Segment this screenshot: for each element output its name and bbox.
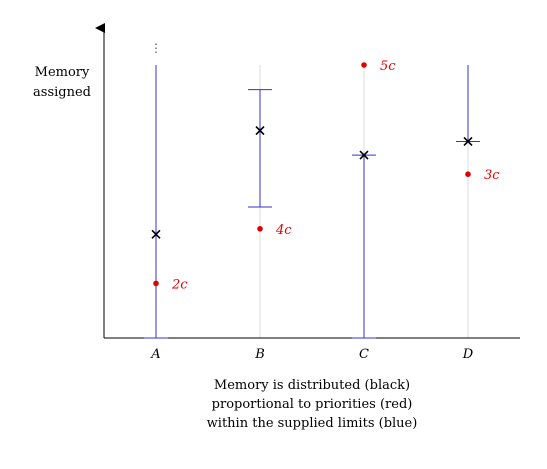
caption-line-1: Memory is distributed (black) bbox=[214, 378, 410, 393]
priority-label-d: 3c bbox=[484, 168, 500, 183]
priority-point-a bbox=[153, 280, 159, 287]
priority-label-a: 2c bbox=[171, 277, 188, 292]
tick-label-b: B bbox=[254, 347, 265, 362]
tick-label-c: C bbox=[359, 347, 369, 362]
unbounded-max-dots-a: ⋮ bbox=[150, 41, 162, 55]
priority-label-b: 4c bbox=[275, 223, 292, 238]
priority-point-c bbox=[361, 62, 367, 68]
distributed-mark-b bbox=[255, 125, 265, 136]
caption-line-2: proportional to priorities (red) bbox=[212, 397, 413, 412]
y-axis-label-line-1: Memory bbox=[35, 65, 90, 80]
labels-layer: A ⋮ 2c B 4c C 5c D 3c bbox=[150, 41, 500, 362]
marks-layer bbox=[151, 62, 473, 287]
distributed-mark-a bbox=[151, 229, 161, 239]
priority-label-c: 5c bbox=[380, 59, 396, 74]
distributed-mark-d bbox=[463, 136, 473, 147]
axes bbox=[95, 23, 520, 339]
tick-label-a: A bbox=[150, 347, 160, 362]
tick-label-d: D bbox=[462, 347, 474, 362]
priority-point-b bbox=[257, 226, 263, 232]
grid-layer bbox=[155, 65, 469, 338]
limits-layer bbox=[144, 65, 480, 339]
caption-line-3: within the supplied limits (blue) bbox=[207, 416, 418, 431]
y-axis-label-line-2: assigned bbox=[33, 85, 91, 100]
priority-point-d bbox=[465, 171, 471, 177]
distributed-mark-c bbox=[359, 150, 369, 160]
